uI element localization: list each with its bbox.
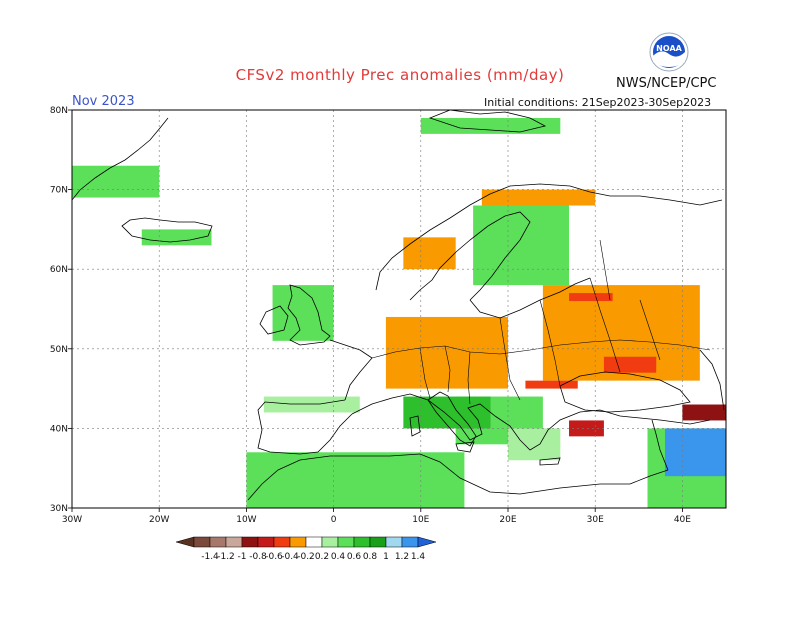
colorbar-swatch: [337, 536, 355, 548]
lon-tick-label: 20E: [499, 515, 516, 525]
anomaly-darkred-caucasus: [682, 404, 726, 421]
lon-tick-label: 10E: [412, 515, 429, 525]
colorbar-label: -0.2: [297, 552, 315, 562]
lat-tick-label: 30N: [50, 504, 68, 514]
colorbar-swatch: [305, 536, 323, 548]
coast-ireland: [259, 305, 289, 335]
coast-iberia: [257, 399, 353, 455]
anomaly-orange-scandinavia-north: [481, 189, 596, 206]
colorbar-label: 1.4: [411, 552, 426, 562]
colorbar-label: 1.2: [395, 552, 409, 562]
anomaly-green-scandinavia: [473, 205, 570, 286]
lon-tick-label: 10W: [236, 515, 256, 525]
colorbar-label: 0.6: [347, 552, 362, 562]
colorbar-low-arrow: [175, 536, 195, 548]
initial-conditions: Initial conditions: 21Sep2023-30Sep2023: [484, 96, 712, 109]
anomaly-green-britain: [272, 285, 334, 341]
colorbar-swatch: [321, 536, 339, 548]
coast-italy: [427, 391, 477, 447]
colorbar-label: 0.8: [363, 552, 378, 562]
svg-text:NOAA: NOAA: [656, 44, 682, 53]
coast-north-africa: [247, 453, 669, 501]
colorbar-swatch: [209, 536, 227, 548]
coast-britain: [287, 284, 331, 346]
anomaly-patches: [72, 117, 726, 508]
coast-caspian: [699, 349, 725, 411]
coastlines: [71, 109, 725, 501]
colorbar-label: -0.6: [265, 552, 283, 562]
lon-tick-label: 0: [331, 515, 337, 525]
coast-sicily: [455, 441, 475, 453]
anomaly-orange-norway: [403, 237, 456, 270]
colorbar-label: -1: [238, 552, 247, 562]
anomaly-red-black-sea-north: [525, 380, 578, 389]
anomaly-lightgreen-iberia-north: [263, 396, 360, 413]
coast-med-north: [351, 393, 711, 451]
map-frame: [71, 109, 727, 509]
anomaly-orange-central-europe: [385, 316, 508, 389]
coast-sweden: [409, 211, 531, 301]
lon-tick-label: 30E: [587, 515, 604, 525]
graticule: [72, 110, 726, 508]
colorbar-swatch: [289, 536, 307, 548]
anomaly-red-russia: [569, 293, 613, 302]
colorbar-swatch: [241, 536, 259, 548]
anomaly-green-svalbard: [420, 117, 561, 134]
lon-tick-label: 40E: [674, 515, 691, 525]
anomaly-lightgreen-greece: [508, 428, 561, 461]
coast-greenland: [71, 117, 169, 201]
lat-tick-label: 40N: [50, 424, 68, 434]
colorbar-swatch: [401, 536, 419, 548]
colorbar-high-arrow: [417, 536, 437, 548]
colorbar-swatch: [353, 536, 371, 548]
colorbar-swatch: [273, 536, 291, 548]
anomaly-darkgreen-italy: [403, 396, 491, 429]
coast-baltic: [469, 277, 591, 319]
colorbar-label: 1: [383, 552, 389, 562]
colorbar-swatch: [385, 536, 403, 548]
axis-ticks: 30W 20W 10W 0 10E 20E 30E 40E 30N 40N 50N 60N 70N 80N: [50, 106, 691, 525]
noaa-logo-icon: NOAA: [649, 32, 689, 72]
coast-sardinia: [409, 415, 421, 437]
lat-tick-label: 50N: [50, 345, 68, 355]
colorbar-label: 0.4: [331, 552, 346, 562]
colorbar-label: -1.2: [217, 552, 235, 562]
colorbar-label: 0.2: [315, 552, 329, 562]
anomaly-red-ukraine: [603, 356, 657, 373]
forecast-period: Nov 2023: [72, 94, 135, 109]
coast-france: [329, 339, 373, 401]
colorbar-swatch: [193, 536, 211, 548]
colorbar-swatch: [369, 536, 387, 548]
lon-tick-label: 20W: [149, 515, 169, 525]
coast-black-sea: [559, 371, 691, 413]
map-title: CFSv2 monthly Prec anomalies (mm/day): [235, 66, 565, 84]
colorbar-swatch: [257, 536, 275, 548]
lat-tick-label: 80N: [50, 106, 68, 116]
anomaly-green-north-africa: [246, 452, 465, 508]
anomaly-darkred-turkey-west: [569, 420, 604, 437]
coast-crete: [539, 457, 561, 466]
colorbar-swatch: [225, 536, 243, 548]
lat-tick-label: 70N: [50, 186, 68, 196]
colorbar-label: -0.8: [249, 552, 267, 562]
coast-iceland: [121, 217, 213, 243]
coast-levant: [651, 419, 669, 471]
country-borders: [371, 239, 711, 405]
anomaly-blue-middle-east: [664, 428, 726, 477]
colorbar-label: -1.4: [201, 552, 219, 562]
coast-norway: [375, 183, 723, 291]
lat-tick-label: 60N: [50, 265, 68, 275]
colorbar-label: -0.4: [281, 552, 299, 562]
lon-tick-label: 30W: [62, 515, 82, 525]
anomaly-green-greenland: [72, 165, 160, 198]
agency-label: NWS/NCEP/CPC: [616, 76, 717, 91]
colorbar: -1.4-1.2 -1 -0.8-0.6-0.4-0.2 0.2 0.4 0.6 0.8 1 1…: [175, 536, 437, 562]
coast-svalbard: [428, 109, 547, 133]
